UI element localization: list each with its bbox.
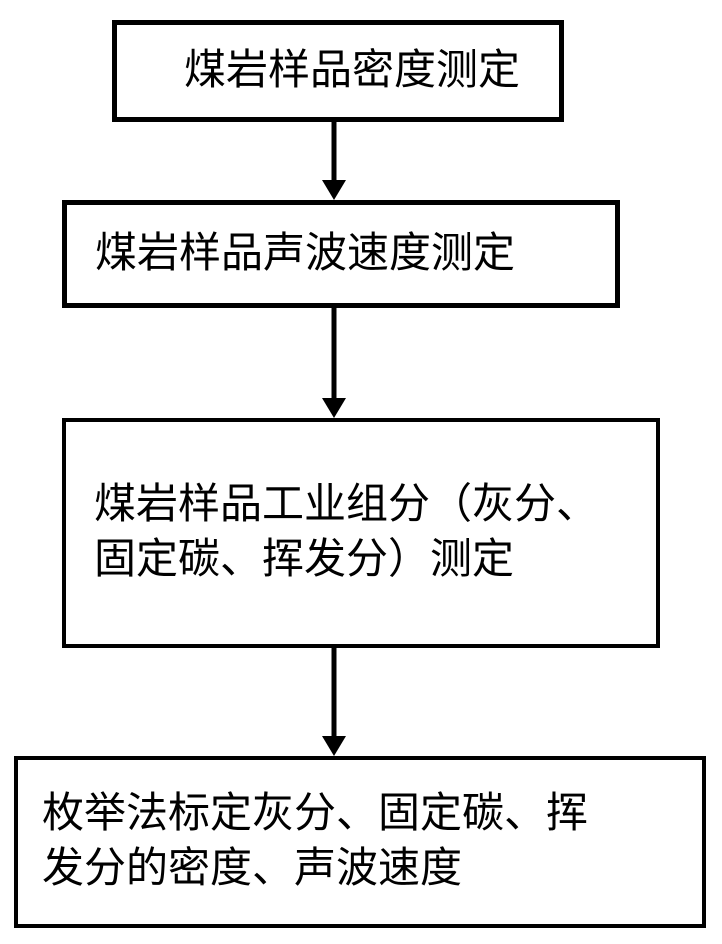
flowchart-canvas: 煤岩样品密度测定煤岩样品声波速度测定煤岩样品工业组分（灰分、 固定碳、挥发分）测…	[0, 0, 722, 944]
flow-node-n4: 枚举法标定灰分、固定碳、挥 发分的密度、声波速度	[14, 756, 706, 928]
flow-arrow-n1-n2	[318, 122, 350, 200]
flow-node-label: 煤岩样品工业组分（灰分、 固定碳、挥发分）测定	[94, 478, 656, 587]
flow-node-n1: 煤岩样品密度测定	[112, 20, 564, 122]
flow-node-n2: 煤岩样品声波速度测定	[62, 200, 620, 308]
flow-node-label: 枚举法标定灰分、固定碳、挥 发分的密度、声波速度	[42, 787, 702, 896]
flow-node-label: 煤岩样品密度测定	[145, 44, 559, 99]
flow-arrow-n3-n4	[318, 648, 350, 756]
flow-node-n3: 煤岩样品工业组分（灰分、 固定碳、挥发分）测定	[62, 418, 660, 648]
flow-node-label: 煤岩样品声波速度测定	[95, 227, 615, 282]
flow-arrow-n2-n3	[318, 308, 350, 418]
